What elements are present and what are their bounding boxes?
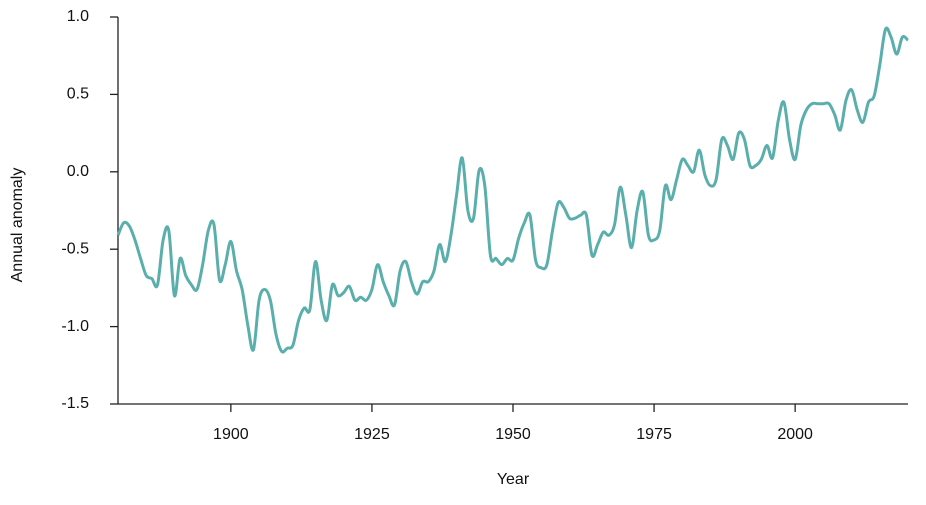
x-tick-label: 1950 bbox=[495, 426, 531, 443]
x-axis-label: Year bbox=[497, 471, 530, 488]
x-tick-label: 2000 bbox=[777, 426, 813, 443]
y-tick-label: -1.0 bbox=[61, 318, 89, 335]
y-axis-label: Annual anomaly bbox=[9, 168, 26, 283]
x-tick-label: 1925 bbox=[354, 426, 390, 443]
y-tick-label: -1.5 bbox=[61, 395, 89, 412]
data-line bbox=[116, 26, 909, 354]
y-tick-label: -0.5 bbox=[61, 240, 89, 257]
x-tick-label: 1900 bbox=[213, 426, 249, 443]
y-tick-label: 1.0 bbox=[67, 8, 89, 25]
y-tick-label: 0.0 bbox=[67, 163, 89, 180]
x-tick-label: 1975 bbox=[636, 426, 672, 443]
y-tick-label: 0.5 bbox=[67, 86, 89, 103]
